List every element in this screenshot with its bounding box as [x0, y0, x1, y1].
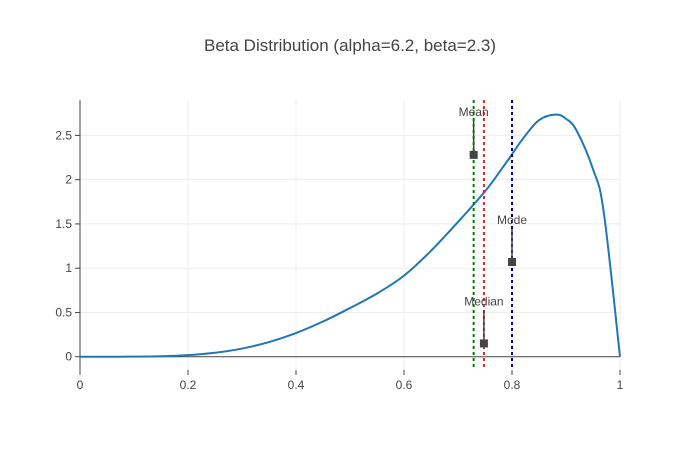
x-tick-label: 1 — [617, 378, 624, 392]
y-tick-label: 0 — [65, 350, 72, 364]
x-tick-label: 0.4 — [288, 378, 305, 392]
pdf-curve — [79, 113, 621, 358]
x-tick-label: 0 — [77, 378, 84, 392]
mean-annotation-marker — [469, 150, 478, 159]
chart-title: Beta Distribution (alpha=6.2, beta=2.3) — [204, 36, 496, 55]
y-tick-label: 0.5 — [55, 305, 72, 319]
mode-annotation-label: Mode — [497, 213, 527, 227]
x-tick-label: 0.8 — [504, 378, 521, 392]
y-tick-label: 1 — [65, 261, 72, 275]
y-tick-label: 1.5 — [55, 217, 72, 231]
reference-lines-layer — [472, 100, 513, 370]
grid-layer — [80, 100, 621, 370]
x-tick-label: 0.2 — [180, 378, 197, 392]
y-tick-label: 2 — [65, 173, 72, 187]
median-annotation-label: Median — [464, 294, 503, 308]
x-tick-label: 0.6 — [396, 378, 413, 392]
mode-annotation-marker — [508, 258, 516, 266]
annotations-layer: Mean Median Mode — [459, 105, 527, 348]
median-annotation-marker — [479, 339, 488, 348]
series-layer — [79, 113, 621, 358]
mean-annotation-label: Mean — [459, 105, 489, 119]
axis-layer: 0 0.2 0.4 0.6 0.8 1 0 0.5 1 1.5 2 2.5 — [55, 100, 624, 392]
y-tick-label: 2.5 — [55, 128, 72, 142]
